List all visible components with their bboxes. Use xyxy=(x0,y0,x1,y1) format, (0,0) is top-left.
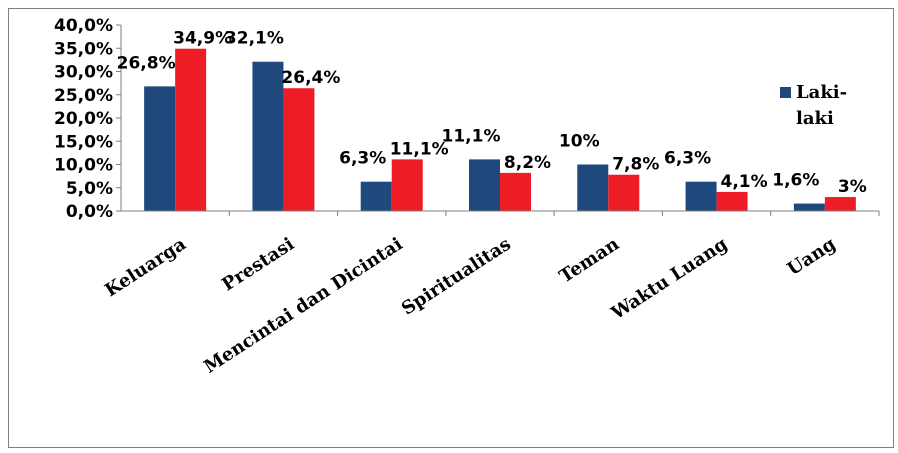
y-tick-label: 10,0% xyxy=(54,156,113,176)
y-tick-label: 30,0% xyxy=(54,63,113,83)
chart-frame: 0,0% 5,0% 10,0% 15,0% 20,0% 25,0% 30,0% 35,0% 40… xyxy=(8,8,894,448)
data-label: 34,9% xyxy=(173,29,232,49)
data-label: 1,6% xyxy=(772,171,819,191)
data-label: 6,3% xyxy=(664,149,711,169)
y-axis: 0,0% 5,0% 10,0% 15,0% 20,0% 25,0% 30,0% 35,0% 40… xyxy=(54,16,122,222)
data-label: 3% xyxy=(838,177,867,197)
x-category-label: Uang xyxy=(784,233,840,280)
data-label: 11,1% xyxy=(390,139,449,159)
y-tick-label: 0,0% xyxy=(66,202,113,222)
x-category-label: Spiritualitas xyxy=(398,234,515,320)
y-tick-label: 20,0% xyxy=(54,109,113,129)
data-label: 4,1% xyxy=(720,172,767,192)
bar-series-2 xyxy=(175,48,207,212)
data-label: 26,4% xyxy=(281,68,340,88)
bar-chart: 0,0% 5,0% 10,0% 15,0% 20,0% 25,0% 30,0% 35,0% 40… xyxy=(54,16,880,378)
data-label: 32,1% xyxy=(225,29,284,49)
bar-laki-laki xyxy=(469,159,500,211)
bar-laki-laki xyxy=(793,203,825,211)
x-category-label: Keluarga xyxy=(101,233,190,301)
data-label: 6,3% xyxy=(339,149,386,169)
legend-label: Laki- xyxy=(796,82,847,103)
y-tick-label: 15,0% xyxy=(54,132,113,152)
x-category-label: Waktu Luang xyxy=(607,233,732,324)
bar-laki-laki xyxy=(685,181,717,211)
bar-laki-laki xyxy=(360,181,392,211)
bar-laki-laki xyxy=(252,61,284,211)
y-tick-label: 35,0% xyxy=(54,39,113,59)
x-category-label: Mencintai dan Dicintai xyxy=(200,233,406,377)
legend-swatch-laki-laki xyxy=(780,87,791,98)
bar-series-2 xyxy=(283,88,315,211)
bar-laki-laki xyxy=(144,86,176,211)
data-label: 7,8% xyxy=(612,155,659,175)
data-label: 10% xyxy=(559,132,600,152)
bar-series-2 xyxy=(824,197,856,211)
x-category-label: Teman xyxy=(556,234,623,288)
y-tick-label: 40,0% xyxy=(54,16,113,36)
legend-label: laki xyxy=(796,108,834,129)
bar-series-2 xyxy=(500,172,531,211)
legend: Laki-laki xyxy=(780,82,847,129)
y-tick-label: 25,0% xyxy=(54,86,113,106)
y-tick-label: 5,0% xyxy=(66,179,113,199)
data-labels: 26,8%34,9%32,1%26,4%6,3% 11,1%11,1%8,2%10… xyxy=(117,29,867,197)
x-category-label: Prestasi xyxy=(218,233,298,295)
data-label: 26,8% xyxy=(117,53,176,73)
bar-series-2 xyxy=(608,174,640,211)
bar-laki-laki xyxy=(577,164,609,211)
bars xyxy=(144,48,856,212)
bar-series-2 xyxy=(391,159,423,211)
data-label: 8,2% xyxy=(504,153,551,173)
bar-series-2 xyxy=(716,191,748,211)
data-label: 11,1% xyxy=(442,126,501,146)
